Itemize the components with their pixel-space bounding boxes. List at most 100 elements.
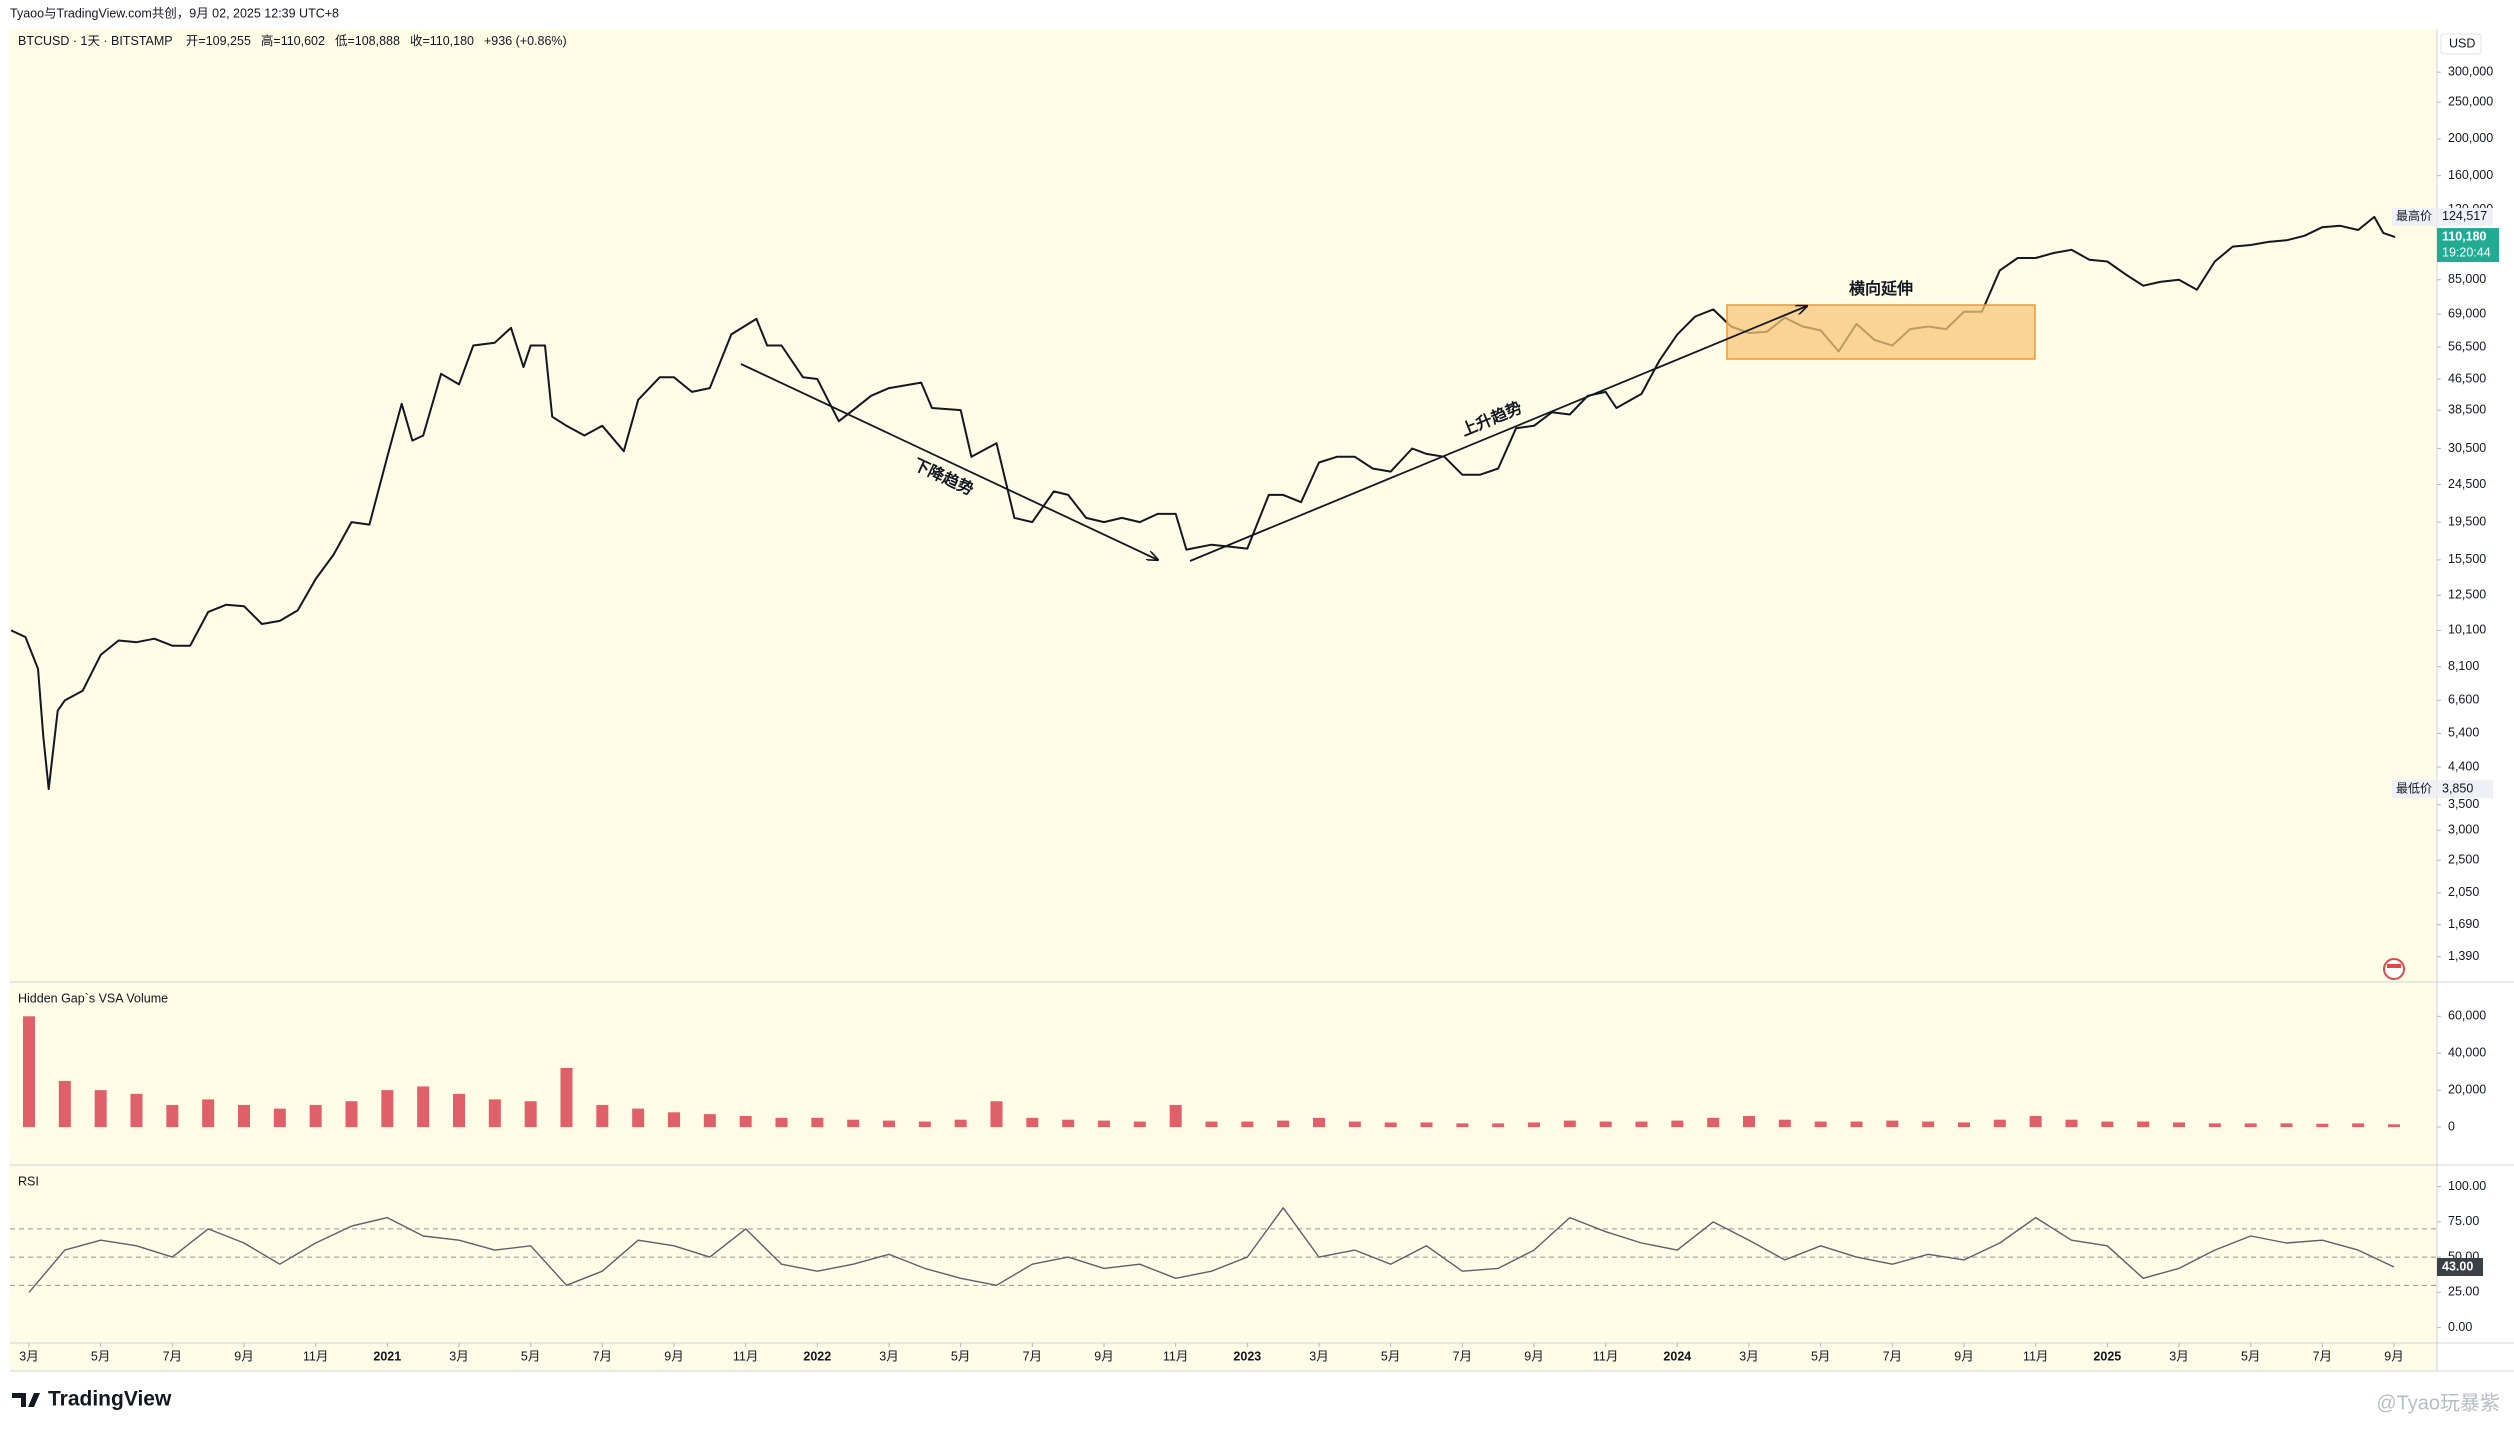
x-tick-label: 2022 [803, 1349, 831, 1363]
brand-logo: TradingView [12, 1388, 172, 1411]
y-tick-label: 20,000 [2448, 1082, 2486, 1096]
flag-icon[interactable] [2383, 958, 2405, 980]
volume-bar [166, 1104, 179, 1128]
price-line [10, 215, 2396, 791]
y-tick-label: 56,500 [2448, 339, 2486, 353]
x-tick-label: 5月 [521, 1349, 540, 1363]
volume-bar [1133, 1121, 1146, 1128]
range-box [1726, 304, 2036, 360]
volume-bar [596, 1104, 609, 1128]
volume-bar [1886, 1120, 1899, 1128]
volume-bar [1205, 1121, 1218, 1128]
volume-bar [381, 1090, 394, 1128]
x-tick-label: 7月 [2313, 1349, 2332, 1363]
y-tick-label: 85,000 [2448, 272, 2486, 286]
x-tick-label: 3月 [2169, 1349, 2188, 1363]
volume-bar [2316, 1123, 2329, 1128]
x-tick-label: 5月 [1811, 1349, 1830, 1363]
volume-bar [1635, 1121, 1648, 1128]
y-tick-label: 19,500 [2448, 514, 2486, 528]
volume-bar [94, 1090, 107, 1128]
last-price-label: 110,180 [2442, 229, 2487, 243]
y-tick-label: 5,400 [2448, 726, 2479, 740]
y-tick-label: 250,000 [2448, 94, 2493, 108]
logo-mark [12, 1393, 40, 1407]
volume-bar [811, 1117, 824, 1128]
x-tick-label: 7月 [1453, 1349, 1472, 1363]
ohlc-value: 开=109,255 [186, 34, 251, 48]
y-tick-label: 100.00 [2448, 1179, 2486, 1193]
plot: 300,000250,000200,000160,000130,00085,00… [10, 64, 2499, 1363]
x-tick-label: 7月 [593, 1349, 612, 1363]
y-tick-label: 8,100 [2448, 659, 2479, 673]
volume-bar [775, 1117, 788, 1128]
volume-bar [739, 1116, 752, 1128]
volume-bar [1527, 1122, 1540, 1128]
y-tick-label: 46,500 [2448, 371, 2486, 385]
y-tick-label: 10,100 [2448, 623, 2486, 637]
y-tick-label: 24,500 [2448, 477, 2486, 491]
volume-bar [2280, 1123, 2293, 1128]
volume-bar [2352, 1123, 2365, 1128]
up-trend-arrow [1189, 306, 1807, 562]
current-value-box [2437, 1257, 2483, 1276]
pane-title: Hidden Gap`s VSA Volume [18, 991, 168, 1005]
y-tick-label: 3,500 [2448, 797, 2479, 811]
extreme-name-box [2392, 780, 2436, 799]
flag-stripe [2387, 964, 2401, 968]
symbol-legend: BTCUSD · 1天 · BITSTAMP 开=109,255 高=110,60… [18, 33, 567, 48]
ohlc-value: +936 (+0.86%) [484, 34, 567, 48]
volume-bar [918, 1121, 931, 1128]
x-tick-label: 2025 [2093, 1349, 2121, 1363]
volume-bar [2065, 1119, 2078, 1128]
y-tick-label: 2,050 [2448, 885, 2479, 899]
volume-bar [703, 1114, 716, 1128]
x-tick-label: 11月 [1593, 1349, 1618, 1363]
volume-bar [1097, 1120, 1110, 1128]
volume-bar [2387, 1124, 2400, 1128]
x-tick-label: 3月 [19, 1349, 38, 1363]
volume-bar [309, 1104, 322, 1128]
current-value-label: 43.00 [2442, 1259, 2473, 1273]
brand: TradingView [48, 1388, 172, 1411]
volume-bar [1563, 1120, 1576, 1128]
volume-bar [2244, 1123, 2257, 1128]
y-tick-label: 12,500 [2448, 588, 2486, 602]
symbol: BTCUSD · 1天 · BITSTAMP [18, 34, 172, 48]
volume-bar [2208, 1123, 2221, 1128]
extreme-box [2437, 207, 2493, 226]
volume-bar [273, 1108, 286, 1128]
volume-bar [1922, 1121, 1935, 1128]
volume-bar [1456, 1123, 1469, 1128]
extreme-name: 最低价 [2396, 781, 2432, 795]
extreme-name: 最高价 [2396, 208, 2432, 223]
currency-box [2440, 33, 2482, 55]
volume-bar [58, 1080, 71, 1128]
volume-bar [22, 1016, 35, 1128]
header-text: Tyaoo与TradingView.com共创，9月 02, 2025 12:3… [10, 6, 339, 20]
currency: USD [2449, 36, 2475, 50]
volume-bar [2029, 1116, 2042, 1128]
x-tick-label: 9月 [664, 1349, 683, 1363]
x-tick-label: 9月 [1954, 1349, 1973, 1363]
volume-bar [2101, 1121, 2114, 1128]
volume-bar [990, 1101, 1003, 1128]
volume-bar [1062, 1119, 1075, 1128]
x-tick-label: 3月 [1739, 1349, 1758, 1363]
x-tick-label: 3月 [879, 1349, 898, 1363]
x-tick-label: 11月 [1163, 1349, 1188, 1363]
volume-bar [1384, 1122, 1397, 1128]
y-tick-label: 40,000 [2448, 1046, 2486, 1060]
volume-bar [847, 1119, 860, 1128]
y-tick-label: 25.00 [2448, 1285, 2479, 1299]
y-tick-label: 160,000 [2448, 168, 2493, 182]
x-tick-label: 5月 [91, 1349, 110, 1363]
last-price-box [2437, 228, 2499, 263]
x-tick-label: 11月 [303, 1349, 328, 1363]
volume-bar [452, 1093, 465, 1128]
volume-bar [667, 1112, 680, 1128]
y-tick-label: 1,390 [2448, 949, 2479, 963]
volume-bar [488, 1099, 501, 1128]
x-tick-label: 9月 [2384, 1349, 2403, 1363]
volume-bar [417, 1086, 430, 1128]
